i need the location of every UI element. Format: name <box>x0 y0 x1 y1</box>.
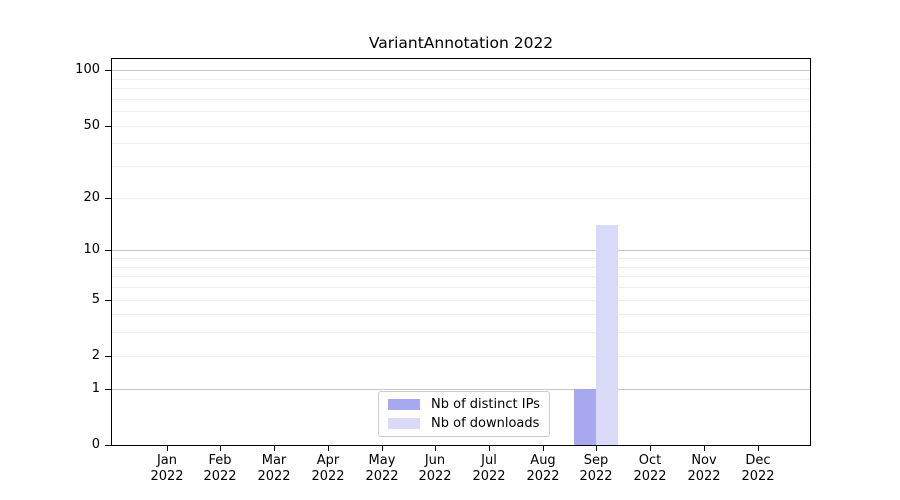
y-tick-label: 50 <box>83 118 100 133</box>
year-label: 2022 <box>741 468 775 484</box>
gridline-minor <box>112 126 810 127</box>
x-tick-mark <box>596 445 597 451</box>
y-tick-mark <box>105 389 112 390</box>
y-tick-label: 2 <box>91 348 100 363</box>
y-tick-label: 0 <box>91 437 100 452</box>
month-label: Jun <box>424 453 446 468</box>
x-tick-mark <box>543 445 544 451</box>
x-tick-label: Nov 2022 <box>672 453 736 484</box>
y-tick-mark <box>105 198 112 199</box>
y-tick-label: 100 <box>75 62 100 77</box>
month-label: May <box>368 453 396 468</box>
gridline-minor <box>112 79 810 80</box>
year-label: 2022 <box>687 468 721 484</box>
gridline-minor <box>112 276 810 277</box>
year-label: 2022 <box>150 468 184 484</box>
y-tick-mark <box>105 126 112 127</box>
x-tick-label: Apr 2022 <box>296 453 360 484</box>
legend-item-distinct-ips: Nb of distinct IPs <box>388 397 540 412</box>
downloads-swatch-icon <box>388 418 420 429</box>
gridline-minor <box>112 143 810 144</box>
x-tick-label: Jul 2022 <box>457 453 521 484</box>
legend-label: Nb of distinct IPs <box>431 397 540 412</box>
gridline-minor <box>112 166 810 167</box>
month-label: Oct <box>638 453 662 468</box>
gridline-minor <box>112 198 810 199</box>
y-tick-mark <box>105 300 112 301</box>
y-tick-mark <box>105 445 112 446</box>
x-tick-mark <box>274 445 275 451</box>
year-label: 2022 <box>633 468 667 484</box>
y-tick-label: 5 <box>91 292 100 307</box>
plot-area <box>111 58 811 446</box>
x-tick-mark <box>328 445 329 451</box>
month-label: Mar <box>261 453 287 468</box>
month-label: Sep <box>583 453 609 468</box>
year-label: 2022 <box>526 468 560 484</box>
y-tick-mark <box>105 70 112 71</box>
x-tick-mark <box>758 445 759 451</box>
gridline-minor <box>112 300 810 301</box>
legend-item-downloads: Nb of downloads <box>388 416 540 431</box>
x-tick-label: Jun 2022 <box>403 453 467 484</box>
y-tick-mark <box>105 250 112 251</box>
chart-title: VariantAnnotation 2022 <box>368 34 554 52</box>
month-label: Aug <box>530 453 556 468</box>
year-label: 2022 <box>365 468 399 484</box>
x-tick-mark <box>382 445 383 451</box>
gridline-minor <box>112 287 810 288</box>
month-label: Dec <box>745 453 771 468</box>
x-tick-label: Oct 2022 <box>618 453 682 484</box>
gridline-minor <box>112 99 810 100</box>
gridline-minor <box>112 332 810 333</box>
bar-distinct-ips <box>574 389 596 445</box>
x-tick-mark <box>704 445 705 451</box>
y-tick-label: 10 <box>83 242 100 257</box>
x-tick-label: Aug 2022 <box>511 453 575 484</box>
year-label: 2022 <box>579 468 613 484</box>
distinct-ips-swatch-icon <box>388 399 420 410</box>
legend: Nb of distinct IPs Nb of downloads <box>378 391 550 437</box>
x-tick-label: Feb 2022 <box>188 453 252 484</box>
month-label: Jul <box>481 453 497 468</box>
year-label: 2022 <box>311 468 345 484</box>
gridline-minor <box>112 111 810 112</box>
month-label: Jan <box>156 453 178 468</box>
legend-label: Nb of downloads <box>431 416 540 431</box>
x-tick-mark <box>489 445 490 451</box>
x-tick-mark <box>220 445 221 451</box>
gridline-minor <box>112 88 810 89</box>
gridline-minor <box>112 267 810 268</box>
year-label: 2022 <box>472 468 506 484</box>
gridline-minor <box>112 356 810 357</box>
x-tick-label: Mar 2022 <box>242 453 306 484</box>
year-label: 2022 <box>257 468 291 484</box>
month-label: Apr <box>316 453 340 468</box>
bar-downloads <box>596 225 618 445</box>
year-label: 2022 <box>203 468 237 484</box>
x-tick-mark <box>650 445 651 451</box>
x-tick-label: Dec 2022 <box>726 453 790 484</box>
month-label: Nov <box>691 453 717 468</box>
y-tick-label: 20 <box>83 190 100 205</box>
gridline-major <box>112 250 810 251</box>
x-tick-mark <box>167 445 168 451</box>
x-tick-mark <box>435 445 436 451</box>
y-tick-label: 1 <box>91 381 100 396</box>
gridline-minor <box>112 258 810 259</box>
gridline-minor <box>112 314 810 315</box>
x-tick-label: May 2022 <box>350 453 414 484</box>
gridline-major <box>112 389 810 390</box>
y-tick-mark <box>105 356 112 357</box>
gridline-major <box>112 70 810 71</box>
x-tick-label: Jan 2022 <box>135 453 199 484</box>
month-label: Feb <box>208 453 232 468</box>
x-tick-label: Sep 2022 <box>564 453 628 484</box>
year-label: 2022 <box>418 468 452 484</box>
